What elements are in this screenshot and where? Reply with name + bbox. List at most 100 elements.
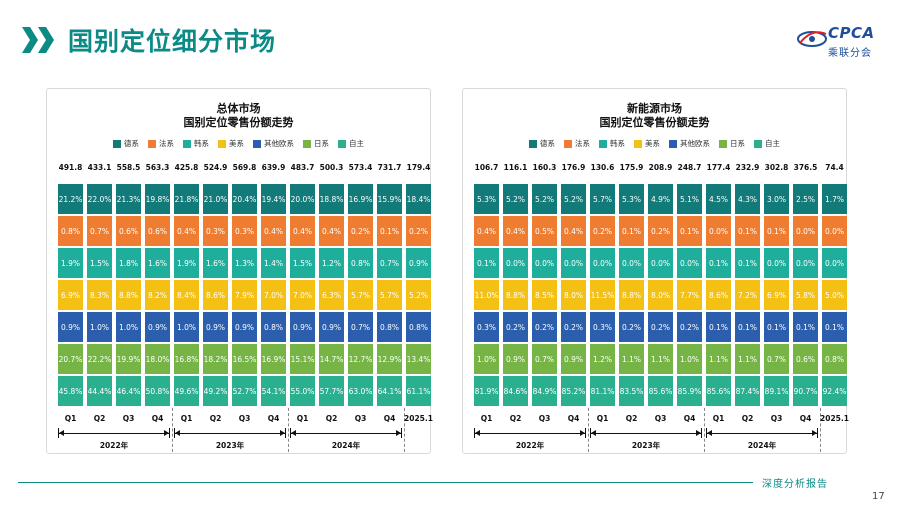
legend-swatch xyxy=(719,139,727,148)
total-volume-label: 573.4 xyxy=(348,163,373,172)
bar-segment: 5.2% xyxy=(503,184,528,214)
bar-segment: 1.1% xyxy=(648,344,673,374)
bar-segment: 0.0% xyxy=(822,216,847,246)
bar-segment: 3.0% xyxy=(764,184,789,214)
chart-title: 新能源市场 xyxy=(627,102,682,115)
x-tick-label: 2025.1 xyxy=(820,414,849,423)
bar-segment: 15.1% xyxy=(290,344,315,374)
legend-label: 韩系 xyxy=(194,139,209,148)
legend-label: 德系 xyxy=(540,139,555,148)
bar-segment: 55.0% xyxy=(290,376,315,406)
bar-segment: 0.9% xyxy=(145,312,170,342)
bracket-tick xyxy=(590,428,591,438)
bar-segment: 8.6% xyxy=(203,280,228,310)
bar-segment: 0.1% xyxy=(619,216,644,246)
legend-item: 美系 xyxy=(634,138,660,149)
arrow-right-icon xyxy=(164,430,169,436)
bar-segment: 0.0% xyxy=(561,248,586,278)
year-separator xyxy=(404,408,405,452)
bar-segment: 1.3% xyxy=(232,248,257,278)
bar-segment: 0.6% xyxy=(116,216,141,246)
x-tick-label: Q3 xyxy=(354,414,367,423)
page-number: 17 xyxy=(872,491,885,502)
bar-segment: 8.3% xyxy=(87,280,112,310)
arrow-right-icon xyxy=(396,430,401,436)
bar-segment: 1.5% xyxy=(290,248,315,278)
x-tick-label: Q4 xyxy=(267,414,280,423)
x-tick-label: Q4 xyxy=(151,414,164,423)
bar-segment: 0.2% xyxy=(590,216,615,246)
bar-segment: 0.3% xyxy=(474,312,499,342)
bar-column: 18.4% 0.2% 0.9% 5.2% 0.8% 13.4% 61.1% xyxy=(406,184,431,406)
bar-segment: 0.5% xyxy=(532,216,557,246)
year-label: 2024年 xyxy=(747,441,777,450)
legend-swatch xyxy=(303,139,311,148)
total-volume-label: 302.8 xyxy=(764,163,789,172)
bracket-line xyxy=(290,433,402,434)
totals-row: 106.7 116.1 160.3 176.9 130.6 175.9 208.9 248.7… xyxy=(463,163,846,175)
bar-segment: 0.1% xyxy=(706,312,731,342)
bar-segment: 6.9% xyxy=(764,280,789,310)
bar-segment: 5.7% xyxy=(377,280,402,310)
chart-panel-nev-market: 新能源市场 国别定位零售份额走势 德系 法系 韩系 美系 其他欧系 日系 自主 106.7 116.… xyxy=(462,88,849,454)
arrow-right-icon xyxy=(812,430,817,436)
x-tick-label: Q1 xyxy=(596,414,609,423)
legend-item: 韩系 xyxy=(599,138,625,149)
bar-segment: 8.8% xyxy=(503,280,528,310)
total-volume-label: 179.4 xyxy=(406,163,431,172)
bar-segment: 21.3% xyxy=(116,184,141,214)
page-title: 国别定位细分市场 xyxy=(68,27,277,56)
year-separator xyxy=(172,408,173,452)
x-tick-label: Q1 xyxy=(180,414,193,423)
bar-segment: 8.0% xyxy=(561,280,586,310)
legend-label: 德系 xyxy=(124,139,139,148)
bar-segment: 0.2% xyxy=(348,216,373,246)
total-volume-label: 248.7 xyxy=(677,163,702,172)
total-volume-label: 433.1 xyxy=(87,163,112,172)
legend-item: 韩系 xyxy=(183,138,209,149)
bar-segment: 0.6% xyxy=(145,216,170,246)
bar-column: 21.2% 0.8% 1.9% 6.9% 0.9% 20.7% 45.8% xyxy=(58,184,83,406)
x-tick-label: Q1 xyxy=(480,414,493,423)
bar-segment: 50.8% xyxy=(145,376,170,406)
bar-column: 16.9% 0.2% 0.8% 5.7% 0.7% 12.7% 63.0% xyxy=(348,184,373,406)
bar-segment: 8.4% xyxy=(174,280,199,310)
legend-swatch xyxy=(669,139,677,148)
bar-column: 5.2% 0.5% 0.0% 8.5% 0.2% 0.7% 84.9% xyxy=(532,184,557,406)
total-volume-label: 563.3 xyxy=(145,163,170,172)
bracket-line xyxy=(58,433,170,434)
bar-segment: 84.9% xyxy=(532,376,557,406)
bar-segment: 0.8% xyxy=(261,312,286,342)
bar-segment: 1.4% xyxy=(261,248,286,278)
bar-segment: 20.4% xyxy=(232,184,257,214)
bar-segment: 0.8% xyxy=(348,248,373,278)
total-volume-label: 175.9 xyxy=(619,163,644,172)
bar-segment: 0.2% xyxy=(619,312,644,342)
legend-item: 其他欧系 xyxy=(669,138,710,149)
bar-segment: 7.0% xyxy=(290,280,315,310)
bar-column: 5.3% 0.1% 0.0% 8.8% 0.2% 1.1% 83.5% xyxy=(619,184,644,406)
bar-segment: 16.9% xyxy=(348,184,373,214)
year-label: 2023年 xyxy=(631,441,661,450)
bar-segment: 0.8% xyxy=(377,312,402,342)
bar-segment: 0.9% xyxy=(406,248,431,278)
bar-segment: 0.8% xyxy=(822,344,847,374)
year-label: 2023年 xyxy=(215,441,245,450)
year-bracket xyxy=(590,428,702,438)
bar-column: 21.0% 0.3% 1.6% 8.6% 0.9% 18.2% 49.2% xyxy=(203,184,228,406)
bracket-line xyxy=(706,433,818,434)
year-separator xyxy=(704,408,705,452)
bar-segment: 0.3% xyxy=(203,216,228,246)
bar-segment: 8.8% xyxy=(116,280,141,310)
bar-segment: 85.6% xyxy=(706,376,731,406)
bar-segment: 0.9% xyxy=(58,312,83,342)
bar-column: 4.9% 0.2% 0.0% 8.0% 0.2% 1.1% 85.6% xyxy=(648,184,673,406)
bar-segment: 18.4% xyxy=(406,184,431,214)
arrow-left-icon xyxy=(175,430,180,436)
bar-segment: 0.3% xyxy=(232,216,257,246)
bar-segment: 0.0% xyxy=(822,248,847,278)
legend-swatch xyxy=(338,139,346,148)
bar-segment: 85.9% xyxy=(677,376,702,406)
bar-segment: 57.7% xyxy=(319,376,344,406)
